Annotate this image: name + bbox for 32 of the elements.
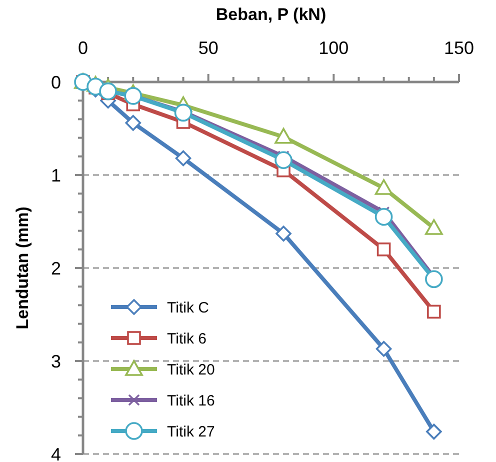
x-tick-label: 100 <box>318 38 349 58</box>
x-tick-label: 150 <box>444 38 474 58</box>
point <box>99 82 117 100</box>
point <box>276 226 292 242</box>
point <box>376 242 391 256</box>
point <box>374 208 393 226</box>
point <box>425 219 443 235</box>
y-tick-label: 2 <box>50 258 61 278</box>
y-tick-label: 0 <box>50 72 61 92</box>
point <box>376 341 392 357</box>
y-tick-label: 4 <box>50 444 61 462</box>
point <box>174 104 192 122</box>
point <box>125 115 142 131</box>
legend-label: Titik 27 <box>167 423 215 440</box>
point <box>274 151 292 170</box>
point <box>425 270 443 288</box>
y-tick-label: 3 <box>50 351 61 372</box>
legend-label: Titik 6 <box>167 330 206 348</box>
x-tick-label: 0 <box>78 38 88 58</box>
point <box>374 179 393 195</box>
point <box>175 150 192 166</box>
x-tick-label: 50 <box>198 38 218 58</box>
point <box>427 304 441 319</box>
y-tick-label: 1 <box>50 165 61 186</box>
legend-label: Titik 16 <box>167 392 215 410</box>
point <box>274 128 292 144</box>
point <box>426 424 442 440</box>
y-axis-title: Lendutan (mm) <box>13 206 32 330</box>
point <box>124 87 142 105</box>
x-axis-title: Beban, P (kN) <box>216 5 326 24</box>
legend-label: Titik 20 <box>167 361 215 378</box>
legend-label: Titik C <box>167 299 210 316</box>
